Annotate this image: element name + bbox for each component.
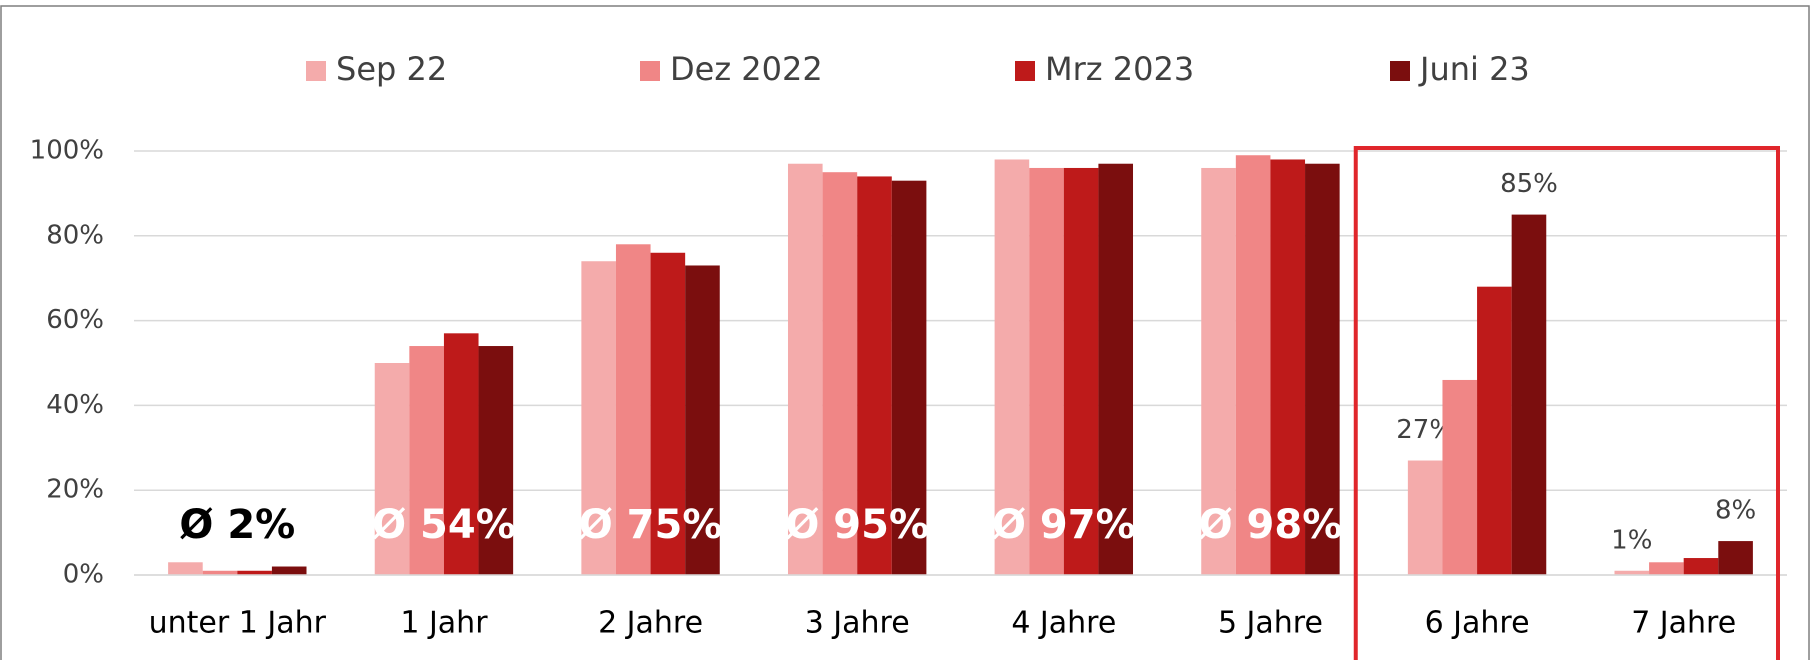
data-label: 85%	[1500, 169, 1558, 199]
x-tick-label: 5 Jahre	[1218, 606, 1323, 641]
legend-swatch	[306, 61, 326, 81]
annotation: Ø 2%	[179, 502, 295, 548]
x-tick-label: 6 Jahre	[1425, 606, 1530, 641]
bar	[1511, 214, 1547, 575]
x-tick-label: 3 Jahre	[805, 606, 910, 641]
legend-swatch	[640, 61, 660, 81]
bar	[891, 180, 927, 575]
y-tick-label: 20%	[46, 475, 104, 505]
bar	[409, 346, 444, 575]
x-tick-label: 4 Jahre	[1011, 606, 1116, 641]
annotation: Ø 95%	[785, 502, 929, 548]
y-tick-label: 100%	[30, 136, 104, 166]
bar	[478, 346, 514, 575]
bar	[1407, 460, 1443, 575]
y-tick-label: 60%	[46, 305, 104, 335]
bar	[994, 159, 1030, 576]
bar	[1235, 155, 1271, 576]
highlight-box	[1353, 146, 1780, 660]
data-label: 1%	[1611, 525, 1652, 555]
x-tick-label: 7 Jahre	[1631, 606, 1736, 641]
legend-swatch	[1390, 61, 1410, 81]
frame	[0, 5, 1810, 660]
bar	[443, 333, 479, 575]
data-label: 8%	[1715, 496, 1756, 526]
legend-label: Mrz 2023	[1045, 50, 1194, 88]
bar	[1477, 286, 1512, 575]
y-tick-label: 40%	[46, 390, 104, 420]
bar	[374, 363, 410, 575]
x-tick-label: 2 Jahre	[598, 606, 703, 641]
y-tick-label: 0%	[63, 560, 104, 590]
y-tick-label: 80%	[46, 220, 104, 250]
bar	[1098, 163, 1134, 575]
bar	[787, 163, 823, 575]
bar	[1201, 167, 1236, 575]
annotation: Ø 97%	[992, 502, 1136, 548]
bar	[202, 570, 238, 575]
bar	[1029, 167, 1064, 575]
annotation: Ø 75%	[579, 502, 723, 548]
bar	[1614, 570, 1650, 575]
legend-label: Juni 23	[1418, 50, 1530, 88]
bar	[615, 244, 651, 575]
bar	[1442, 379, 1478, 575]
bar	[237, 570, 272, 575]
bar	[857, 176, 892, 575]
bar	[1305, 163, 1340, 575]
bar	[1718, 541, 1753, 575]
bar	[271, 566, 307, 575]
legend-label: Sep 22	[336, 50, 447, 88]
bar	[581, 261, 616, 575]
bar	[1270, 159, 1306, 576]
bar	[685, 265, 720, 575]
legend-swatch	[1015, 61, 1035, 81]
bar	[1683, 558, 1719, 575]
x-tick-label: 1 Jahr	[400, 606, 488, 641]
annotation: Ø 54%	[372, 502, 516, 548]
bar	[822, 172, 858, 575]
annotation: Ø 98%	[1199, 502, 1343, 548]
bar	[1649, 562, 1684, 575]
bar	[650, 252, 686, 575]
legend-label: Dez 2022	[670, 50, 823, 88]
bar	[168, 562, 203, 575]
x-tick-label: unter 1 Jahr	[149, 606, 327, 641]
bar	[1063, 167, 1099, 575]
